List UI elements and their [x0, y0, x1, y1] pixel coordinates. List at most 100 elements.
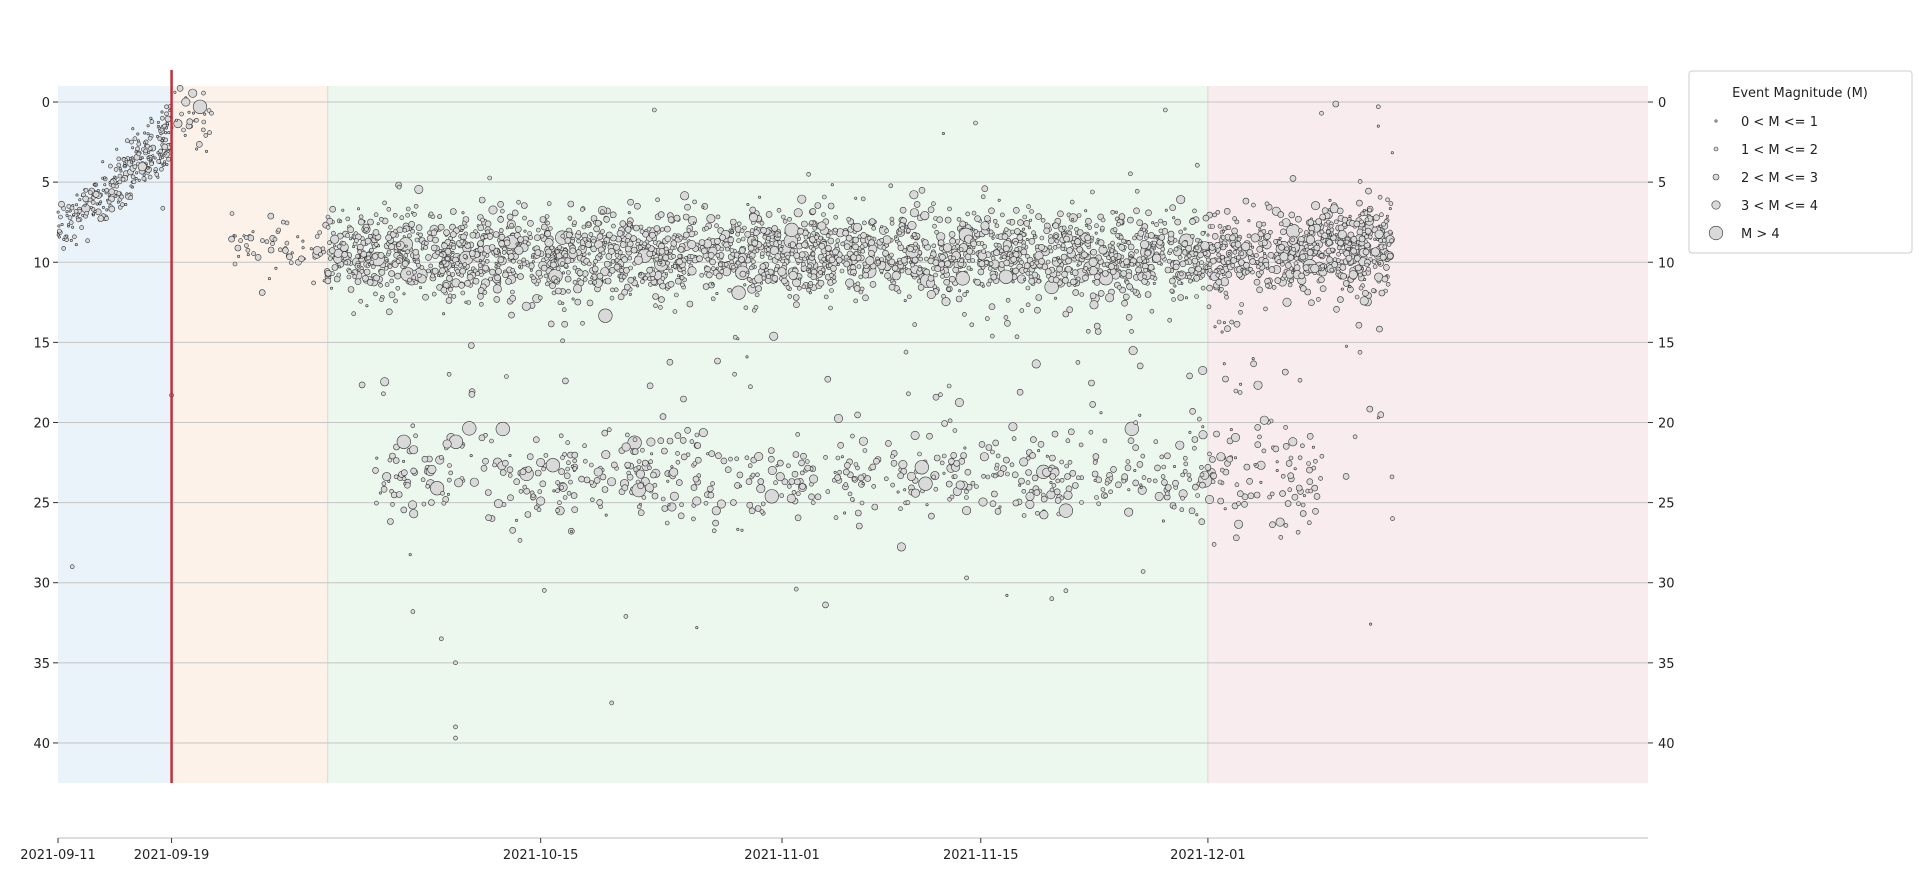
event-point — [606, 427, 612, 433]
event-point — [964, 575, 969, 581]
event-point — [911, 256, 919, 264]
event-point — [981, 284, 985, 288]
event-point — [1389, 474, 1395, 480]
event-point — [1140, 569, 1146, 574]
event-point — [1276, 259, 1282, 264]
event-point — [101, 205, 105, 209]
event-point — [413, 280, 419, 285]
event-point — [1010, 229, 1015, 235]
event-point — [1071, 269, 1079, 277]
event-point — [378, 282, 383, 288]
event-point — [515, 242, 519, 246]
event-point — [1019, 457, 1029, 467]
event-point — [1319, 229, 1325, 235]
event-point — [395, 259, 401, 264]
event-point — [1146, 477, 1152, 483]
event-point — [1206, 304, 1212, 310]
event-point — [1253, 463, 1257, 467]
event-point — [1336, 207, 1344, 215]
event-point — [687, 266, 697, 276]
event-point — [272, 236, 278, 242]
event-point — [827, 202, 835, 210]
event-point — [143, 131, 147, 135]
event-point — [792, 451, 800, 458]
event-point — [803, 234, 809, 240]
event-point — [1198, 365, 1208, 375]
event-point — [387, 264, 393, 269]
event-point — [1076, 475, 1081, 481]
event-point — [610, 287, 615, 293]
event-point — [1165, 484, 1172, 491]
event-point — [1112, 227, 1118, 232]
event-point — [1212, 212, 1217, 218]
event-point — [1019, 308, 1025, 313]
event-point — [365, 304, 369, 308]
event-point — [409, 509, 419, 519]
event-point — [1215, 210, 1221, 215]
event-point — [1029, 218, 1033, 222]
event-point — [1135, 266, 1142, 274]
event-point — [666, 479, 670, 483]
event-point — [67, 215, 73, 220]
event-point — [1338, 249, 1344, 254]
event-point — [989, 333, 995, 339]
event-point — [143, 148, 148, 154]
event-point — [675, 451, 680, 456]
event-point — [378, 269, 386, 276]
event-point — [1025, 499, 1035, 509]
event-point — [1261, 229, 1267, 234]
event-point — [843, 482, 849, 487]
event-point — [461, 220, 467, 226]
event-point — [743, 305, 749, 311]
event-point — [811, 246, 817, 252]
event-point — [101, 160, 105, 164]
event-point — [1056, 243, 1061, 249]
event-point — [943, 278, 951, 286]
event-point — [1138, 413, 1142, 417]
event-point — [201, 119, 207, 125]
event-point — [673, 292, 679, 298]
event-point — [1251, 202, 1256, 208]
event-point — [499, 208, 505, 214]
event-point — [686, 228, 692, 233]
event-point — [117, 173, 123, 179]
event-point — [311, 280, 316, 286]
event-point — [1319, 285, 1327, 293]
event-point — [1293, 264, 1301, 272]
event-point — [1359, 219, 1364, 225]
event-point — [1048, 248, 1054, 254]
event-point — [793, 301, 800, 309]
event-point — [1126, 240, 1132, 245]
event-point — [1216, 252, 1221, 258]
event-point — [810, 500, 816, 505]
event-point — [1005, 297, 1011, 303]
event-point — [1233, 388, 1239, 394]
event-point — [485, 514, 492, 522]
event-point — [521, 257, 527, 263]
event-point — [507, 253, 515, 260]
event-point — [402, 292, 406, 296]
event-point — [484, 220, 492, 228]
event-point — [493, 499, 503, 509]
event-point — [1226, 225, 1232, 230]
event-point — [1127, 488, 1131, 492]
event-point — [440, 490, 445, 496]
event-point — [1363, 277, 1367, 281]
event-point — [1238, 309, 1243, 315]
event-point — [862, 261, 868, 267]
event-point — [1387, 229, 1393, 235]
event-point — [389, 278, 395, 284]
event-point — [888, 283, 896, 291]
event-point — [1291, 270, 1295, 274]
event-point — [540, 223, 548, 231]
event-point — [953, 460, 961, 467]
event-point — [1199, 465, 1204, 470]
event-point — [1214, 242, 1221, 249]
event-point — [667, 280, 675, 288]
event-point — [1187, 477, 1192, 482]
event-point — [1220, 254, 1225, 260]
event-point — [103, 183, 107, 187]
event-point — [942, 243, 952, 253]
event-point — [720, 457, 728, 465]
event-point — [581, 224, 587, 230]
